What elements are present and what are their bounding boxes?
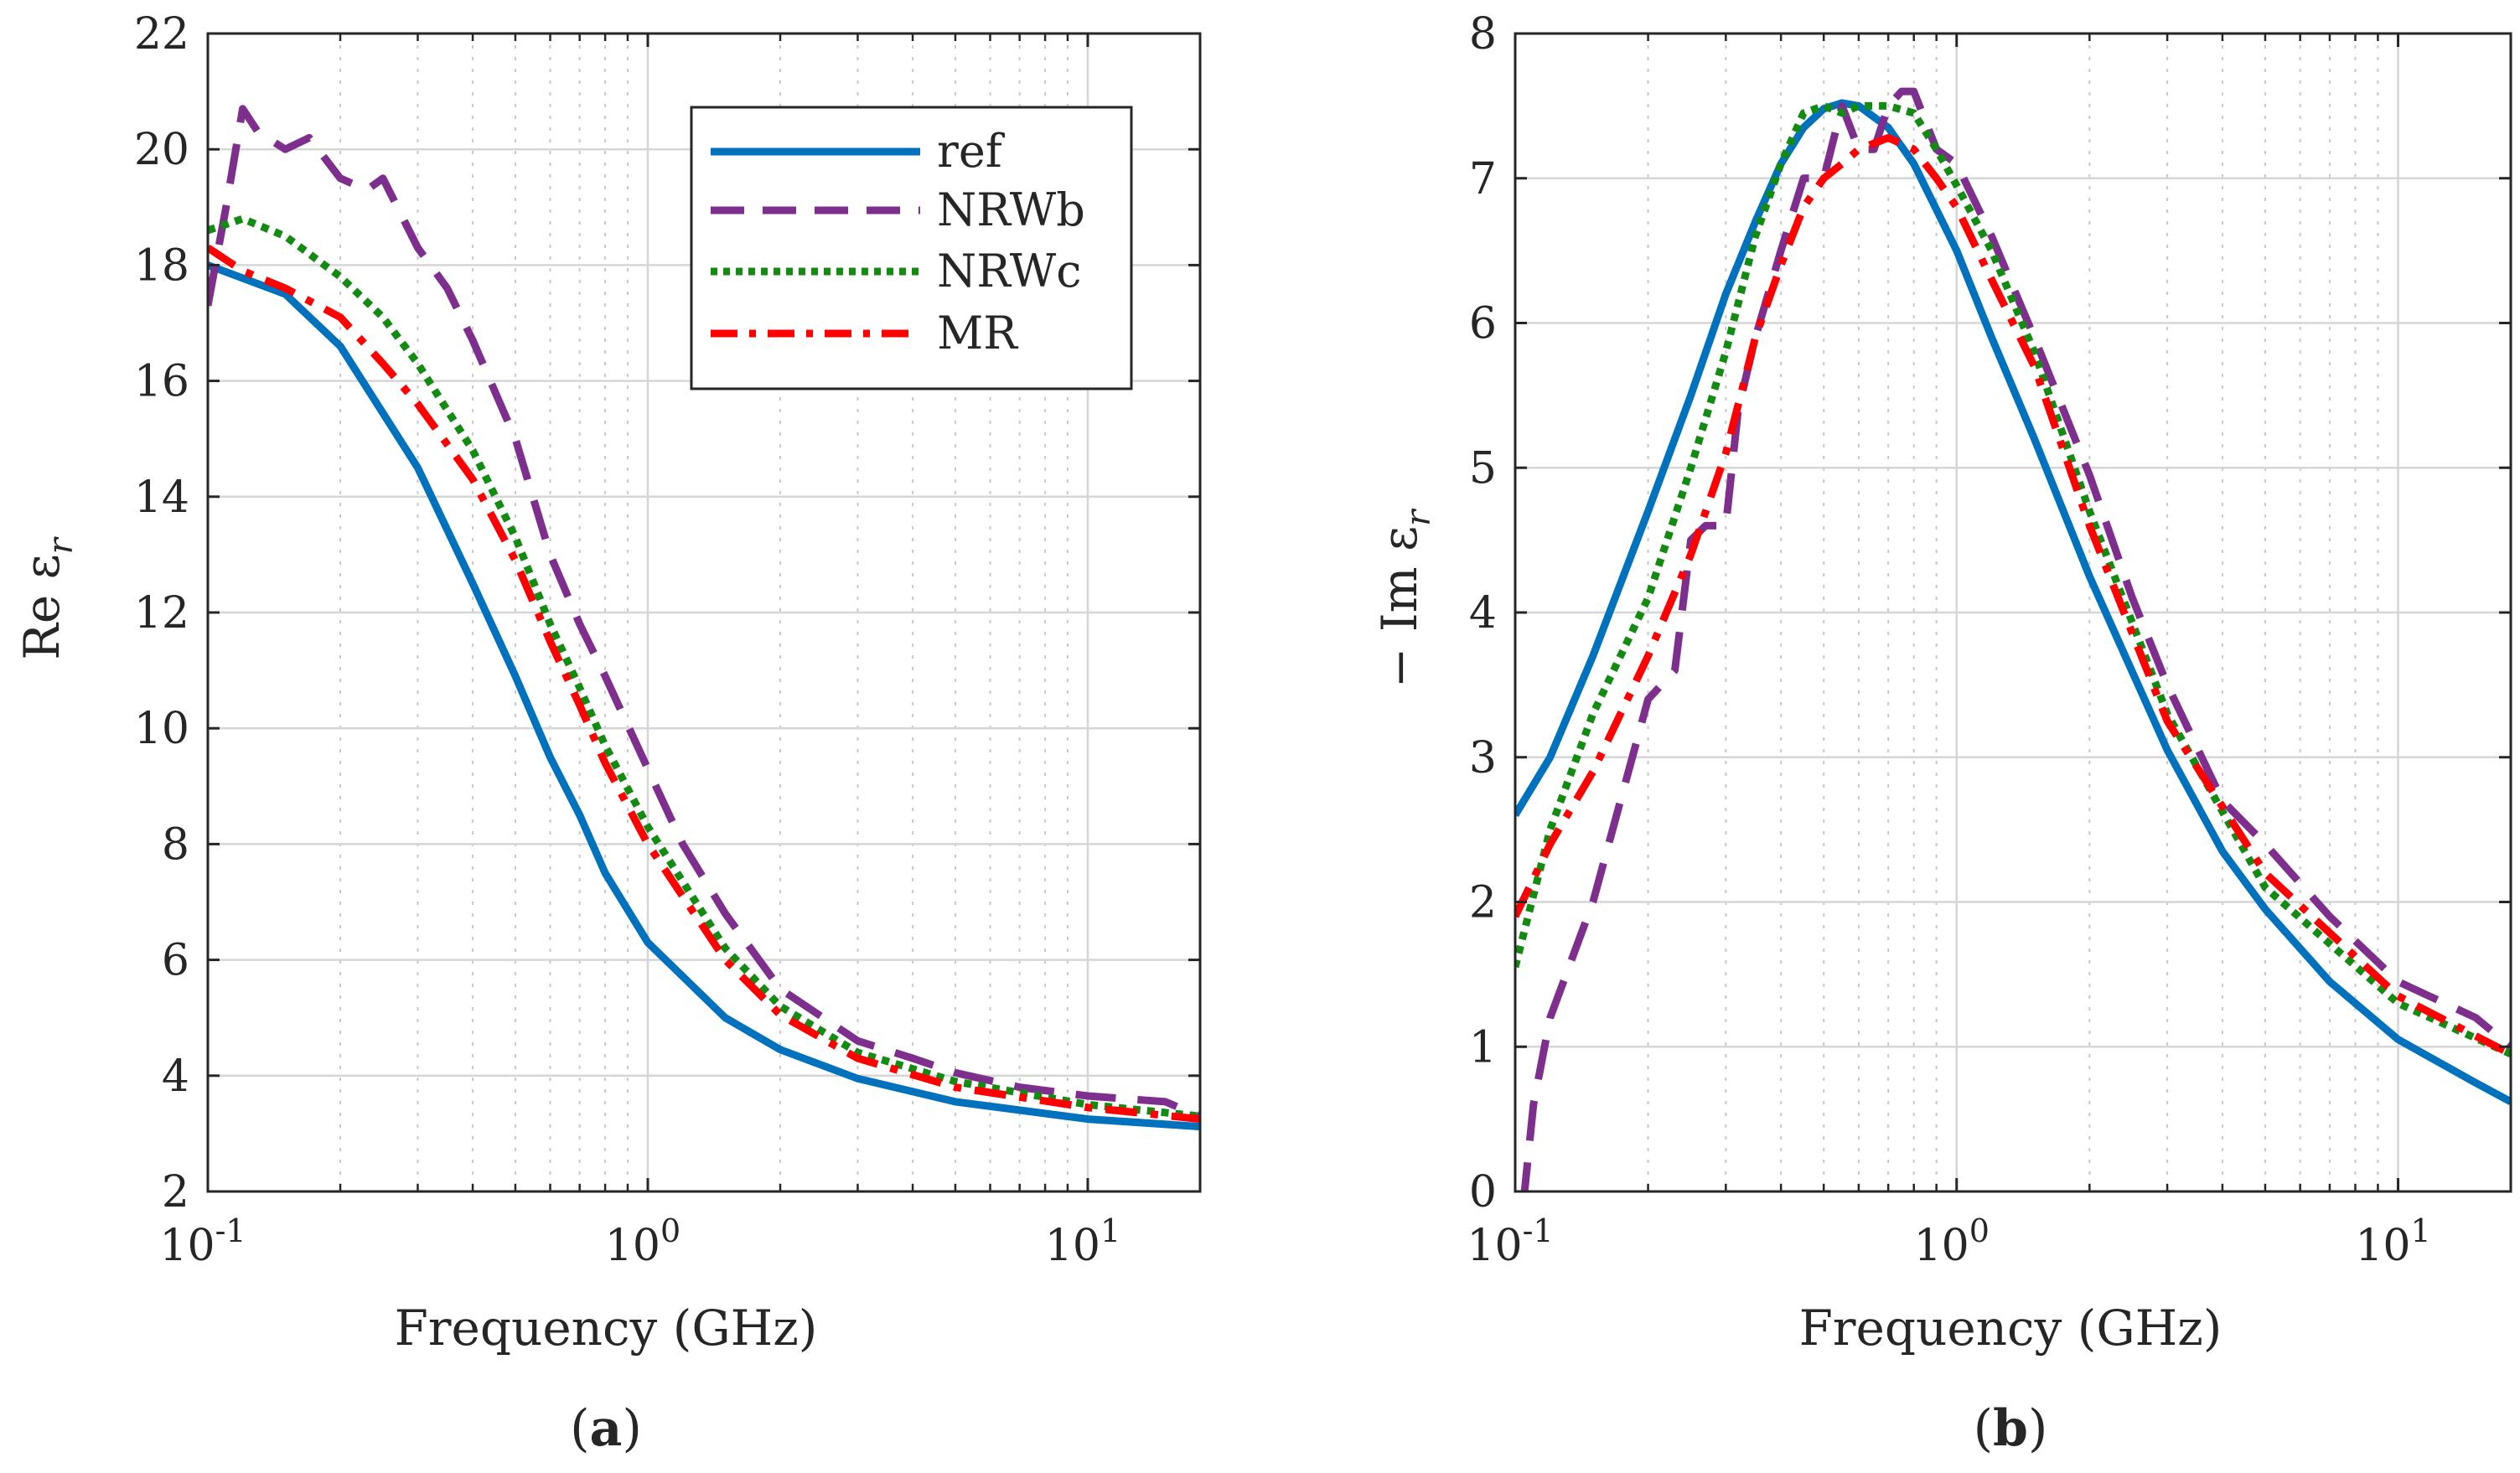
panel-label-b: (b) xyxy=(1974,1399,2048,1458)
y-tick-label: 1 xyxy=(1469,1022,1497,1072)
panel-label-b-letter: b xyxy=(1993,1399,2028,1458)
series-line-mr xyxy=(208,244,1200,1124)
x-tick-label: 101 xyxy=(1045,1212,1120,1271)
ticks-a: 2 4 6 8 10 12 14 16 18 20 22 10-1 100 101 xyxy=(134,9,1200,1271)
series-line-nrwc xyxy=(1515,101,2511,1058)
y-tick-label: 8 xyxy=(162,819,189,870)
legend-entry-ref: ref xyxy=(711,125,1006,178)
series-group-a xyxy=(208,105,1200,1131)
y-tick-label: 3 xyxy=(1469,733,1497,783)
x-tick-label: 100 xyxy=(605,1212,680,1271)
y-tick-label: 0 xyxy=(1469,1167,1497,1217)
grid-a xyxy=(206,32,1200,1193)
series-line-ref xyxy=(208,261,1200,1131)
y-axis-title-b-main: − Im ε xyxy=(1371,526,1428,688)
y-tick-label: 4 xyxy=(162,1052,189,1102)
legend-entry-nrwb: NRWb xyxy=(711,183,1085,236)
series-line-nrwc xyxy=(208,214,1200,1120)
ticks-b: 0 1 2 3 4 5 6 7 8 10-1 100 101 xyxy=(1467,9,2511,1271)
x-tick-label: 10-1 xyxy=(159,1212,246,1271)
y-tick-label: 14 xyxy=(134,473,189,523)
legend-label-nrwb: NRWb xyxy=(937,183,1085,236)
series-line-mr xyxy=(1515,133,2511,1057)
y-tick-label: 2 xyxy=(1469,878,1497,928)
legend-label-ref: ref xyxy=(937,125,1006,178)
legend-entry-mr: MR xyxy=(711,307,1018,359)
x-axis-title-b: Frequency (GHz) xyxy=(1799,1300,2222,1357)
y-axis-title-b: − Im εr xyxy=(1371,508,1438,688)
x-tick-label: 100 xyxy=(1914,1212,1990,1271)
y-tick-label: 4 xyxy=(1469,588,1497,638)
y-tick-label: 20 xyxy=(134,125,189,175)
x-axis-title-a: Frequency (GHz) xyxy=(395,1300,818,1357)
legend-label-mr: MR xyxy=(937,307,1018,359)
y-tick-label: 16 xyxy=(134,357,189,407)
panel-label-a-letter: a xyxy=(590,1399,623,1458)
chart-panel-b: 0 1 2 3 4 5 6 7 8 10-1 100 101 Frequency (GHz) − Im… xyxy=(1371,9,2512,1458)
panel-label-a: (a) xyxy=(570,1399,642,1458)
y-tick-label: 22 xyxy=(134,9,189,59)
y-tick-label: 5 xyxy=(1469,443,1497,494)
y-axis-title-a-sub: r xyxy=(42,535,80,554)
y-axis-title-a: Re εr xyxy=(13,535,80,659)
y-tick-label: 2 xyxy=(162,1167,189,1217)
y-tick-label: 12 xyxy=(134,588,189,638)
y-axis-title-b-sub: r xyxy=(1400,508,1438,526)
y-axis-title-a-main: Re ε xyxy=(13,554,70,659)
legend-entry-nrwc: NRWc xyxy=(711,245,1081,297)
y-tick-label: 8 xyxy=(1469,9,1497,59)
y-tick-label: 6 xyxy=(162,936,189,986)
legend: ref NRWb NRWc MR xyxy=(690,106,1133,390)
legend-label-nrwc: NRWc xyxy=(937,245,1081,297)
series-group-b xyxy=(1515,87,2511,1191)
chart-panel-a: 2 4 6 8 10 12 14 16 18 20 22 10-1 100 101 Frequency (… xyxy=(13,9,1202,1458)
series-line-ref xyxy=(1515,99,2511,1105)
x-tick-label: 101 xyxy=(2355,1212,2430,1271)
y-tick-label: 18 xyxy=(134,240,189,291)
y-tick-label: 6 xyxy=(1469,299,1497,349)
y-tick-label: 10 xyxy=(134,704,189,754)
series-line-nrwb xyxy=(208,105,1200,1120)
x-tick-label: 10-1 xyxy=(1467,1212,1553,1271)
y-tick-label: 7 xyxy=(1469,154,1497,204)
